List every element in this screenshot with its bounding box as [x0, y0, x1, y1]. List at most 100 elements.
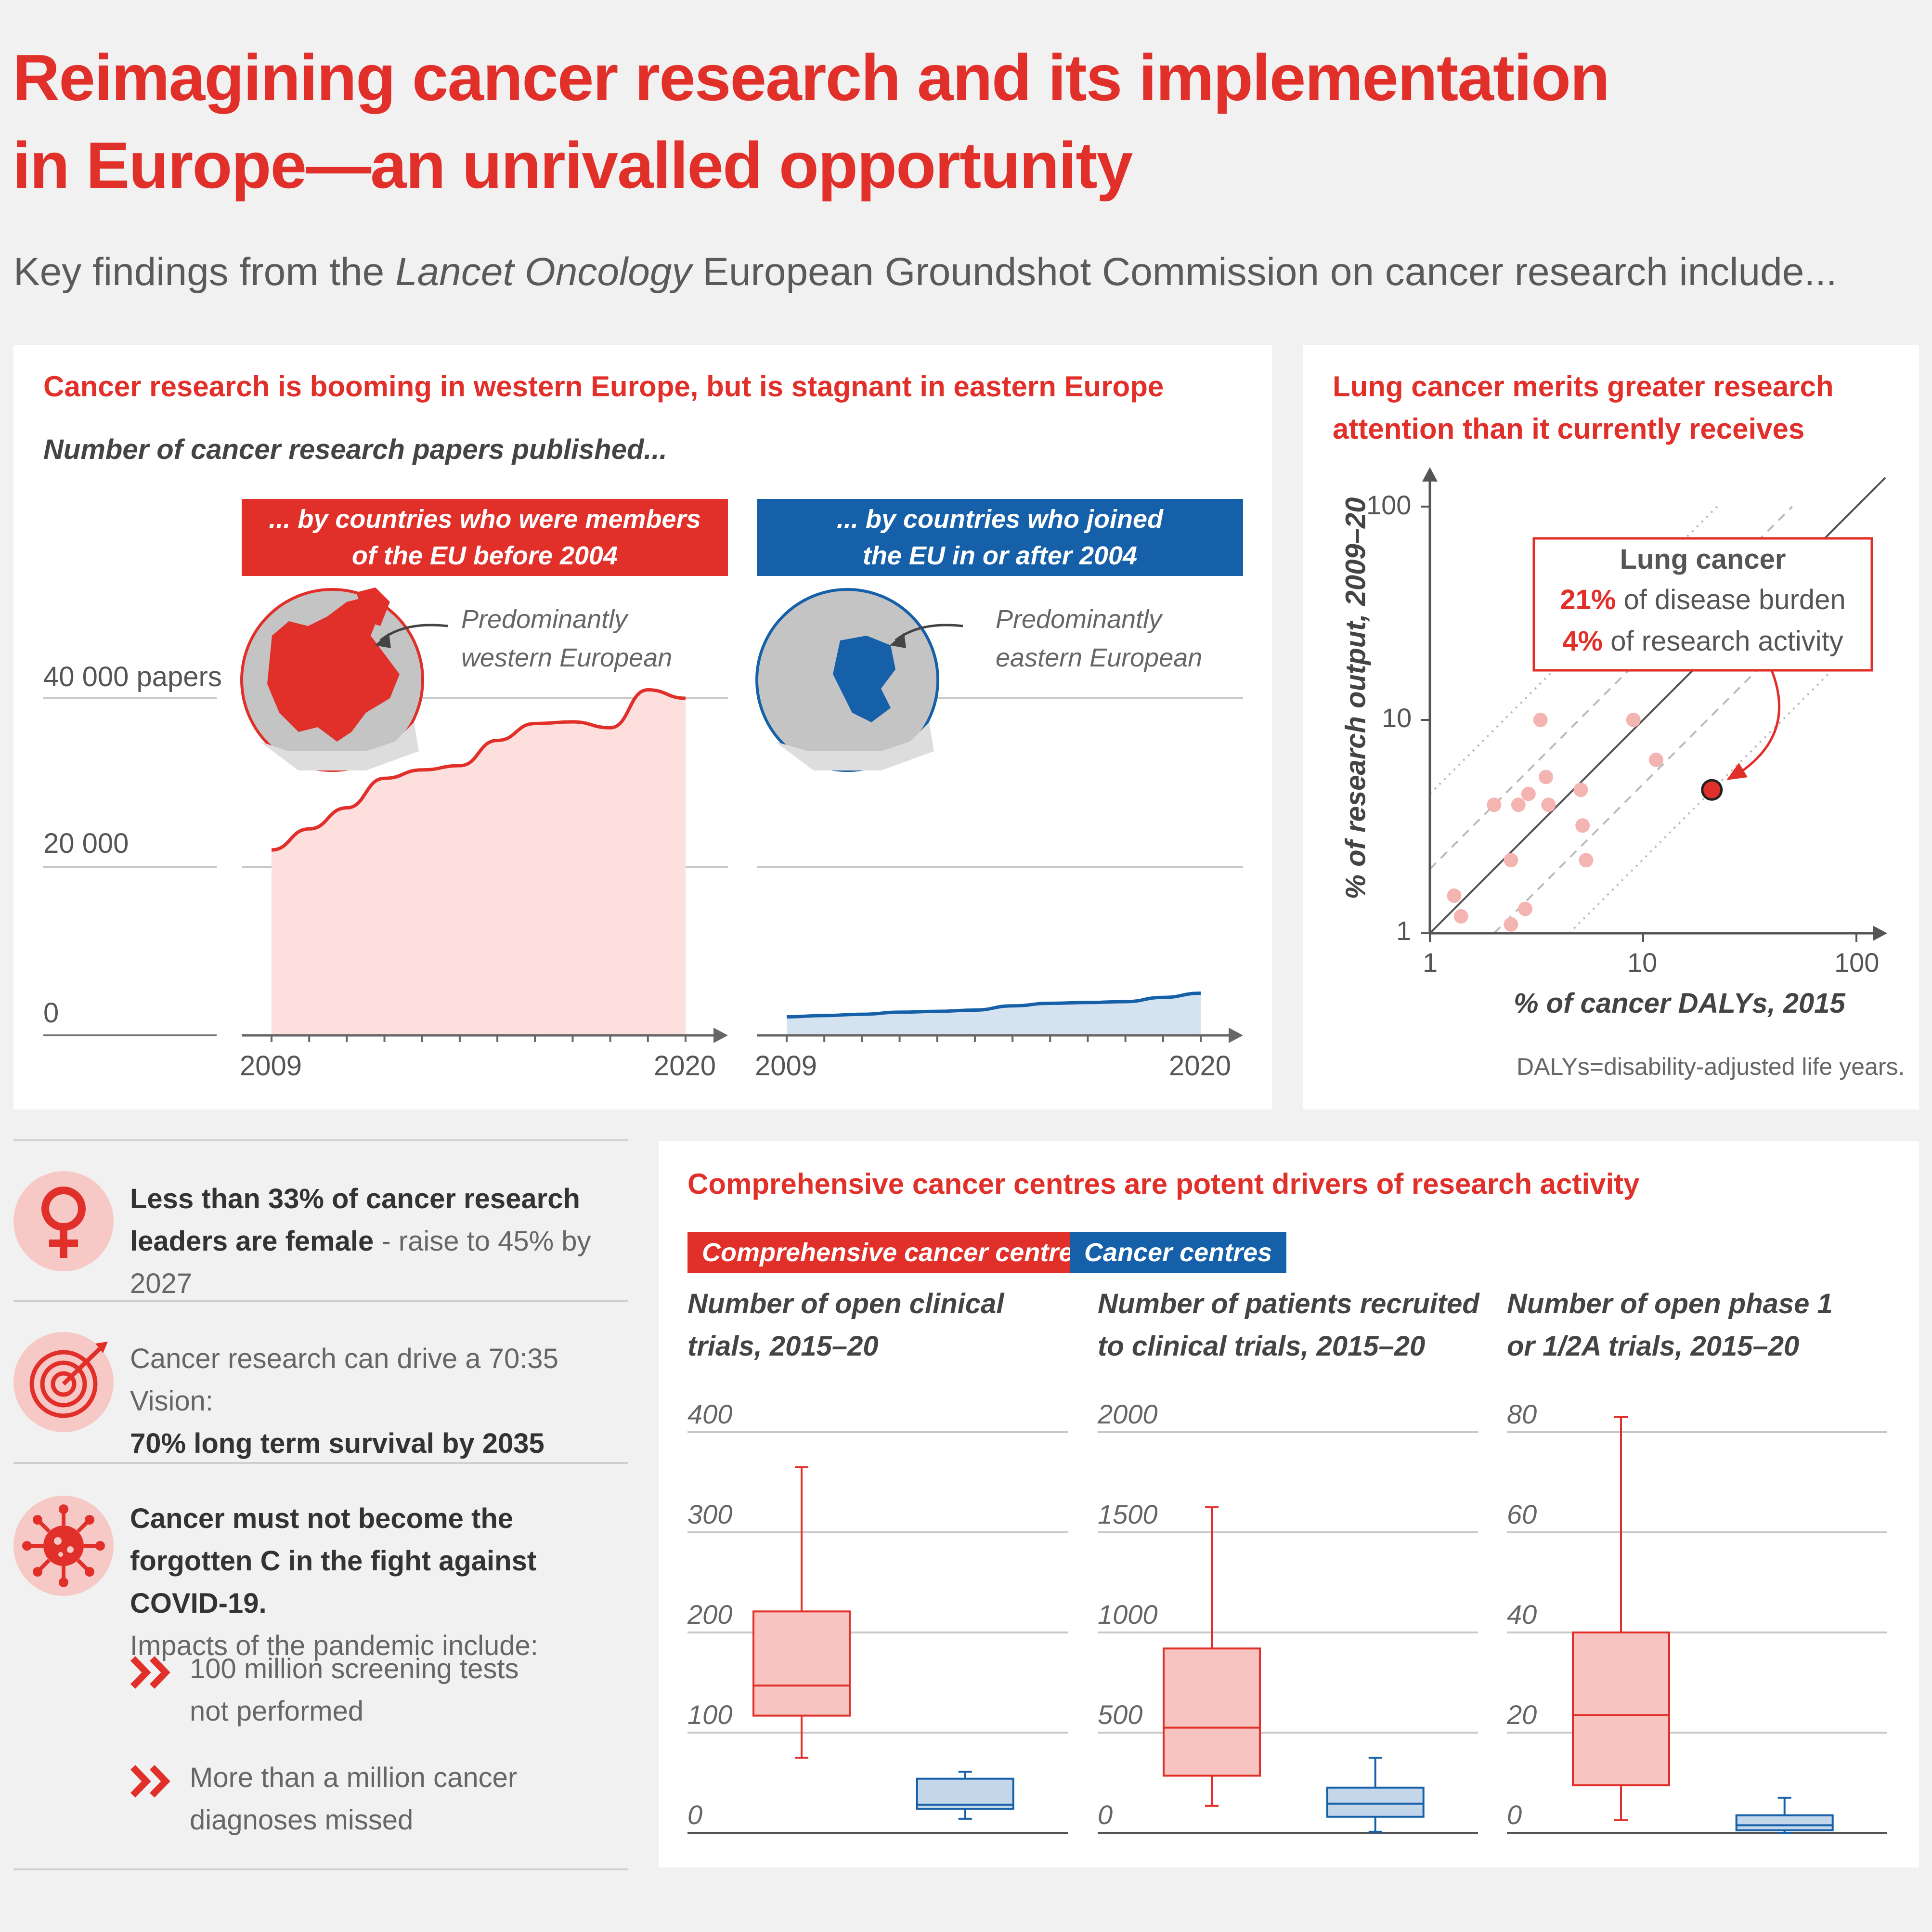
box3-tick-label: 60 [1507, 1499, 1537, 1529]
box1-cancer-centres-box [916, 1777, 1014, 1810]
box2-tick-label: 1500 [1098, 1499, 1158, 1529]
callout-pct-burden: 21% [1560, 584, 1616, 615]
scatter-ytick-10: 10 [1382, 703, 1412, 733]
lung-callout-line-2: 4% of research activity [1534, 625, 1872, 657]
y-label-20000: 20 000 [43, 828, 129, 859]
banner-right-line-1: ... by countries who joined [836, 505, 1164, 534]
item1-bold: Less than 33% of cancer research leaders… [130, 1183, 580, 1257]
scatter-ytick-1: 1 [1396, 915, 1412, 946]
box1-comprehensive-box [752, 1610, 851, 1717]
box3-comprehensive-box [1572, 1632, 1670, 1787]
double-chevron-icon [130, 1656, 170, 1689]
box1-tick-label: 0 [687, 1800, 702, 1830]
lung-callout-title: Lung cancer [1620, 544, 1786, 575]
scatter-point [1626, 713, 1641, 727]
y-label-0: 0 [43, 997, 59, 1029]
page-subtitle: Key findings from the Lancet Oncology Eu… [13, 249, 1837, 295]
box3-title-2: or 1/2A trials, 2015–20 [1507, 1331, 1800, 1362]
scatter-point [1539, 770, 1554, 784]
female-symbol-icon [13, 1171, 114, 1271]
panel-lung-heading-1: Lung cancer merits greater research [1333, 370, 1834, 403]
scatter-point [1453, 909, 1468, 924]
box1-title-1: Number of open clinical [687, 1288, 1004, 1319]
scatter-point [1648, 752, 1663, 767]
scatter-ytick-100: 100 [1366, 490, 1412, 520]
box1-tick-label: 200 [687, 1599, 732, 1630]
callout-text-burden: of disease burden [1616, 584, 1846, 615]
banner-eu-before-2004: ... by countries who were members of the… [242, 499, 728, 576]
legend-cancer-centres: Cancer centres [1070, 1232, 1287, 1273]
box3-tick-label: 0 [1507, 1800, 1522, 1830]
box2-tick-label: 2000 [1097, 1399, 1158, 1429]
x-label-2009-right: 2009 [755, 1050, 817, 1082]
western-europe-map [240, 587, 424, 772]
box2-tick-label: 500 [1098, 1699, 1142, 1730]
lung-callout-line-1: 21% of disease burden [1534, 584, 1872, 616]
sidebar-divider-top [13, 1139, 628, 1141]
note-eastern-line-2: eastern European [996, 643, 1203, 672]
box2-title-2: to clinical trials, 2015–20 [1098, 1331, 1426, 1362]
x-label-2009-left: 2009 [240, 1050, 302, 1082]
callout-text-research: of research activity [1603, 626, 1843, 657]
x-label-2020-right: 2020 [1169, 1050, 1232, 1082]
subtitle-after: European Groundshot Commission on cancer… [691, 250, 1837, 294]
title-line-1: Reimagining cancer research and its impl… [13, 41, 1610, 114]
banner-left-line-2: of the EU before 2004 [351, 541, 618, 570]
lung-callout-box [1532, 537, 1873, 672]
sidebar-divider-2 [13, 1462, 628, 1464]
box2-comprehensive-box [1163, 1647, 1261, 1777]
box3-tick-label: 80 [1507, 1399, 1537, 1429]
covid-impact-diagnoses: More than a million cancer diagnoses mis… [190, 1762, 518, 1836]
scatter-point [1518, 901, 1533, 916]
page-title: Reimagining cancer research and its impl… [13, 34, 1890, 209]
box3-cancer-centres-box [1735, 1814, 1834, 1831]
scatter-point [1511, 797, 1526, 812]
box1-title-2: trials, 2015–20 [687, 1331, 879, 1362]
scatter-point [1533, 713, 1548, 727]
scatter-xtick-10: 10 [1627, 947, 1658, 978]
sidebar-item-vision: Cancer research can drive a 70:35 Vision… [130, 1338, 640, 1465]
panel-papers-subheading: Number of cancer research papers publish… [43, 434, 667, 465]
panel-lung [1303, 345, 1919, 1110]
box2-title-1: Number of patients recruited [1098, 1288, 1479, 1319]
scatter-point [1447, 888, 1462, 903]
box3-tick-label: 20 [1506, 1699, 1537, 1730]
sidebar-divider-1 [13, 1300, 628, 1302]
banner-eu-after-2004: ... by countries who joined the EU in or… [757, 499, 1243, 576]
scatter-point [1504, 853, 1518, 868]
scatter-point [1487, 797, 1502, 812]
box2-cancer-centres-box [1326, 1787, 1425, 1818]
box2-tick-label: 0 [1098, 1800, 1113, 1830]
item3-rest: Impacts of the pandemic include: [130, 1630, 538, 1661]
box1-tick-label: 100 [687, 1699, 732, 1730]
panel-papers-heading: Cancer research is booming in western Eu… [43, 370, 1164, 403]
note-western-line-2: western European [461, 643, 673, 672]
callout-pct-research: 4% [1562, 626, 1603, 657]
covid-impact-screening: 100 million screening tests not performe… [190, 1653, 519, 1727]
box1-tick-label: 400 [687, 1399, 732, 1429]
sidebar-divider-bottom [13, 1868, 628, 1870]
sidebar-item-covid: Cancer must not become the forgotten C i… [130, 1498, 640, 1667]
eastern-europe-map [755, 588, 939, 772]
panel-lung-heading-2: attention than it currently receives [1333, 413, 1805, 445]
box3-title-1: Number of open phase 1 [1507, 1288, 1833, 1319]
scatter-point [1579, 853, 1594, 868]
scatter-point [1504, 917, 1518, 932]
scatter-point [1575, 818, 1590, 833]
item1-rest: - raise to 45% by 2027 [130, 1226, 591, 1299]
sidebar-item-female-leaders: Less than 33% of cancer research leaders… [130, 1178, 640, 1305]
virus-icon [13, 1496, 114, 1596]
panel-centres-heading: Comprehensive cancer centres are potent … [687, 1168, 1640, 1200]
title-line-2: in Europe—an unrivalled opportunity [13, 129, 1133, 202]
scatter-point [1521, 786, 1536, 801]
lung-cancer-point [1701, 779, 1723, 801]
legend-comprehensive: Comprehensive cancer centres [687, 1232, 1102, 1273]
y-label-40000: 40 000 papers [43, 661, 222, 692]
banner-right-line-2: the EU in or after 2004 [862, 541, 1138, 570]
scatter-point [1573, 783, 1588, 797]
western-line [271, 688, 686, 852]
eastern-line [786, 992, 1201, 1018]
note-eastern-line-1: Predominantly [996, 605, 1162, 634]
